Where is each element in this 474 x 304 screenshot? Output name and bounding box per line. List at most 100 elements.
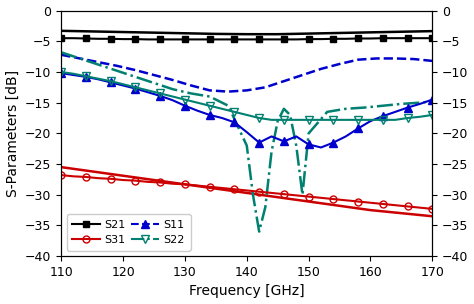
- S22: [281, 118, 287, 122]
- S31: [256, 190, 262, 194]
- S22: [392, 118, 398, 122]
- S22: [120, 82, 126, 86]
- S22: [256, 116, 262, 120]
- S22: [145, 88, 151, 92]
- S11: [256, 141, 262, 144]
- S31: [232, 187, 237, 191]
- S11: [429, 98, 435, 102]
- S22: [417, 115, 423, 119]
- S21: [182, 38, 188, 41]
- S21: [207, 38, 212, 41]
- S31: [120, 178, 126, 182]
- S22: [71, 72, 76, 76]
- S22: [269, 118, 274, 122]
- S31: [157, 181, 163, 184]
- S22: [170, 95, 175, 98]
- S21: [281, 38, 287, 41]
- S22: [429, 113, 435, 117]
- S11: [207, 113, 212, 117]
- S21: [71, 36, 76, 40]
- S21: [269, 38, 274, 41]
- S31: [95, 176, 101, 180]
- S22: [330, 118, 336, 122]
- S31: [330, 197, 336, 201]
- X-axis label: Frequency [GHz]: Frequency [GHz]: [189, 285, 305, 299]
- S21: [417, 36, 423, 40]
- S21: [405, 36, 410, 40]
- S11: [281, 140, 287, 143]
- S31: [368, 201, 374, 205]
- Legend: S21, S31, S11, S22: S21, S31, S11, S22: [67, 214, 191, 250]
- S11: [380, 114, 386, 118]
- Y-axis label: S-Parameters [dB]: S-Parameters [dB]: [6, 70, 19, 197]
- S31: [207, 185, 212, 188]
- S11: [95, 78, 101, 81]
- S22: [108, 79, 114, 83]
- S11: [219, 116, 225, 120]
- S21: [145, 38, 151, 41]
- S11: [417, 102, 423, 106]
- S31: [380, 202, 386, 206]
- S11: [330, 141, 336, 144]
- S22: [306, 118, 311, 122]
- S11: [71, 73, 76, 77]
- S11: [120, 84, 126, 87]
- S21: [120, 37, 126, 41]
- S22: [157, 92, 163, 95]
- S22: [232, 110, 237, 114]
- S22: [95, 77, 101, 81]
- S21: [194, 38, 200, 41]
- S31: [318, 196, 324, 200]
- S21: [157, 38, 163, 41]
- S11: [306, 143, 311, 146]
- S31: [182, 182, 188, 186]
- S11: [145, 90, 151, 94]
- S21: [108, 37, 114, 41]
- S21: [343, 37, 348, 41]
- S22: [318, 118, 324, 122]
- S11: [170, 98, 175, 102]
- S31: [356, 200, 361, 203]
- S31: [417, 206, 423, 209]
- S21: [256, 38, 262, 41]
- S21: [306, 37, 311, 41]
- S11: [232, 120, 237, 124]
- S31: [108, 177, 114, 181]
- S22: [207, 104, 212, 108]
- S11: [343, 135, 348, 138]
- S22: [83, 74, 89, 78]
- S31: [244, 189, 250, 192]
- S21: [356, 37, 361, 40]
- S22: [293, 118, 299, 122]
- S21: [293, 38, 299, 41]
- S21: [95, 37, 101, 41]
- S31: [133, 179, 138, 182]
- S31: [83, 175, 89, 179]
- S22: [133, 85, 138, 89]
- S31: [429, 207, 435, 211]
- S21: [244, 38, 250, 41]
- S31: [293, 194, 299, 197]
- S11: [269, 135, 274, 138]
- S21: [330, 37, 336, 41]
- S11: [368, 119, 374, 123]
- S11: [194, 109, 200, 112]
- S31: [71, 174, 76, 178]
- S21: [232, 38, 237, 41]
- S11: [58, 71, 64, 75]
- S22: [356, 118, 361, 122]
- S21: [380, 36, 386, 40]
- S11: [293, 135, 299, 138]
- S22: [244, 113, 250, 117]
- S21: [368, 37, 374, 40]
- S11: [182, 104, 188, 108]
- S22: [380, 118, 386, 122]
- S11: [318, 146, 324, 149]
- S22: [343, 118, 348, 122]
- S21: [170, 38, 175, 41]
- S22: [219, 107, 225, 111]
- S31: [343, 199, 348, 202]
- S22: [194, 101, 200, 105]
- S22: [368, 118, 374, 122]
- S21: [429, 36, 435, 40]
